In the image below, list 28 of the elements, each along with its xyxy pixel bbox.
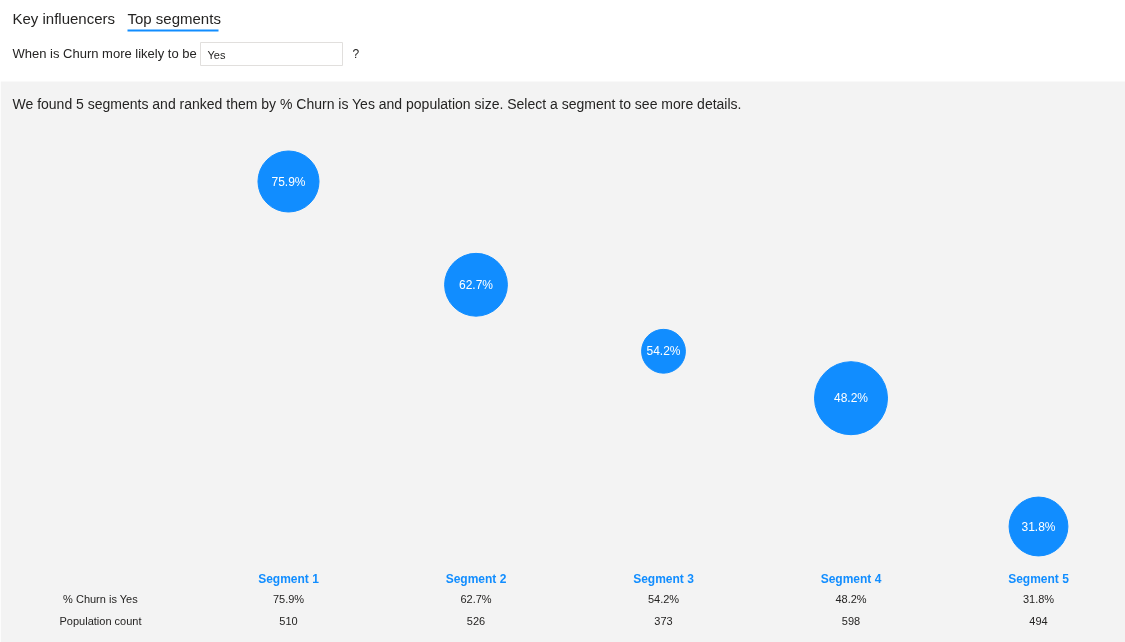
data-label: 31.8% [1022,592,1055,605]
data-label: 48.2% [835,592,867,605]
text: ? [352,46,360,61]
text: 48.2% [833,391,869,406]
text: 31.8% [1021,519,1056,534]
text: Population count [59,614,142,627]
text: 526 [466,614,486,627]
text: 510 [279,614,298,627]
text: Top segments [127,10,221,27]
text: 373 [654,614,673,627]
text: % Churn is Yes [63,592,139,605]
text: 54.2% [646,344,681,359]
text: 598 [841,614,861,627]
text: Key influencers [12,10,116,27]
x-tick-label: Segment 1 [258,571,320,586]
text: 494 [1029,614,1048,627]
text: Yes [207,48,226,61]
text: 75.9% [271,174,306,189]
data-label: 62.7% [460,592,492,605]
text: 62.7% [458,277,494,292]
data-label: 54.2% [647,592,680,605]
x-tick-label: Segment 3 [633,571,695,586]
text: When is Churn more likely to be [12,46,197,61]
data-label: 75.9% [272,592,305,605]
x-tick-label: Segment 4 [820,571,882,586]
x-tick-label: Segment 5 [1008,571,1070,586]
x-tick-label: Segment 2 [445,571,507,586]
chart-title: We found 5 segments and ranked them by % Churn is Yes and population size. Select a segment to see more details. [12,95,742,112]
